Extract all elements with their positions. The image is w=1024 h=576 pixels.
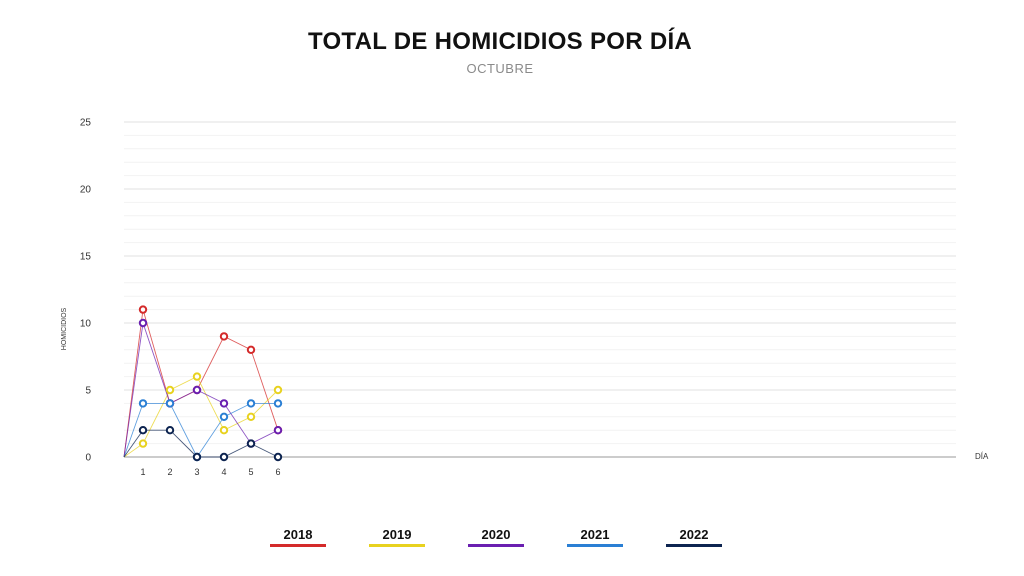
y-axis-label: HOMICIDIOS: [61, 307, 68, 350]
data-point-2019[interactable]: [192, 372, 202, 381]
x-tick-label: 5: [248, 467, 253, 477]
legend-swatch: [468, 544, 524, 547]
legend-item-2019[interactable]: 2019: [369, 527, 425, 547]
x-axis-label: DÍA: [975, 452, 989, 461]
data-point-2018[interactable]: [138, 305, 148, 314]
legend-label: 2018: [283, 527, 313, 542]
data-point-2021[interactable]: [219, 412, 229, 421]
data-point-2019[interactable]: [246, 412, 256, 421]
data-point-2022[interactable]: [273, 452, 283, 462]
data-point-2022[interactable]: [165, 426, 175, 435]
legend-label: 2021: [580, 527, 610, 542]
data-point-2019[interactable]: [165, 385, 175, 395]
data-point-2018[interactable]: [219, 332, 229, 341]
legend-swatch: [567, 544, 623, 547]
data-point-2022[interactable]: [138, 426, 148, 435]
legend-item-2021[interactable]: 2021: [567, 527, 623, 547]
data-point-2022[interactable]: [246, 439, 256, 448]
x-tick-label: 2: [167, 467, 172, 477]
grid-lines: [124, 121, 956, 445]
legend-label: 2022: [679, 527, 709, 542]
legend-item-2022[interactable]: 2022: [666, 527, 722, 547]
data-point-2021[interactable]: [138, 399, 148, 408]
y-tick-label: 5: [85, 386, 91, 397]
legend-label: 2020: [481, 527, 511, 542]
data-point-2019[interactable]: [138, 439, 148, 448]
legend-swatch: [270, 544, 326, 547]
data-point-2020[interactable]: [219, 399, 229, 408]
legend-label: 2019: [382, 527, 412, 542]
chart-title: TOTAL DE HOMICIDIOS POR DÍA: [307, 28, 693, 55]
data-point-2021[interactable]: [165, 399, 175, 408]
data-point-2019[interactable]: [273, 385, 283, 395]
data-point-2019[interactable]: [219, 426, 229, 435]
data-point-2020[interactable]: [192, 385, 202, 395]
data-point-2021[interactable]: [246, 399, 256, 408]
data-point-2021[interactable]: [273, 399, 283, 408]
y-tick-label: 25: [80, 118, 92, 129]
data-point-2022[interactable]: [192, 452, 202, 462]
x-tick-label: 6: [275, 467, 280, 477]
x-tick-label: 1: [140, 467, 145, 477]
chart-subtitle: OCTUBRE: [466, 61, 534, 76]
x-tick-label: 3: [194, 467, 199, 477]
legend-item-2020[interactable]: 2020: [468, 527, 524, 547]
data-point-2020[interactable]: [138, 318, 148, 328]
data-point-2022[interactable]: [219, 452, 229, 462]
legend-swatch: [369, 544, 425, 547]
y-tick-label: 15: [80, 252, 92, 263]
y-tick-label: 0: [85, 453, 91, 464]
x-tick-label: 4: [221, 467, 226, 477]
y-tick-label: 20: [80, 185, 92, 196]
axes: 0 5 10 15 20 25 HOMICIDIOS DÍA 1 2 3 4 5 6: [61, 118, 989, 478]
series-group: [123, 305, 283, 462]
data-point-2018[interactable]: [246, 345, 256, 354]
data-point-2020[interactable]: [273, 426, 283, 435]
legend-item-2018[interactable]: 2018: [270, 527, 326, 547]
legend: 2018 2019 2020 2021 2022: [270, 527, 722, 547]
y-tick-label: 10: [80, 319, 92, 330]
legend-swatch: [666, 544, 722, 547]
